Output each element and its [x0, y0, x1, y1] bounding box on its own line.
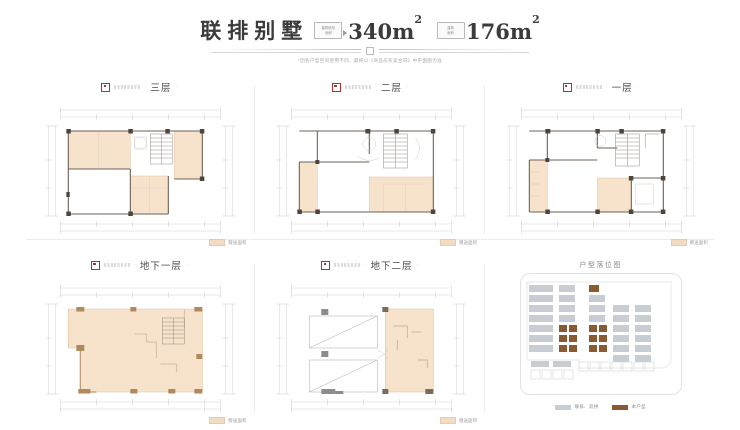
legend-swatch-bonus-area: [670, 239, 687, 246]
panel-floor-1[interactable]: · 一层 ·: [487, 72, 714, 248]
panel-header-floor-1: · 一层 ·: [487, 76, 714, 98]
usable-area-superscript: 2: [414, 13, 422, 27]
dot-separator-icon: ·: [416, 262, 419, 268]
built-area-value: 176m2: [466, 14, 540, 44]
dot-separator-icon: ·: [175, 84, 178, 90]
site-legend-item-current-unit: 本户型: [612, 404, 646, 410]
panel-header-basement-1: · 地下一层 ·: [26, 254, 253, 276]
brand-wordmark-icon: [344, 85, 371, 89]
panel-basement-2[interactable]: · 地下二层 ·: [257, 250, 486, 426]
panel-header-floor-2: · 二层 ·: [257, 76, 484, 98]
brand-wordmark-icon: [103, 263, 130, 267]
legend-label-bonus-area: 赠送面积: [228, 239, 247, 245]
panel-legend-basement-2: 赠送面积: [439, 417, 478, 424]
panel-basement-1[interactable]: · 地下一层 ·: [26, 250, 255, 426]
panel-title-floor-1: 一层: [611, 83, 633, 94]
site-plan-title: 户型落位图: [579, 262, 622, 269]
title-row: 联排别墅 建筑使用 面积 340m2 建筑 面积 176m2: [0, 8, 740, 42]
built-area-superscript: 2: [532, 13, 540, 27]
floorplan-drawing-basement-1[interactable]: [26, 276, 253, 426]
area-group-usable: 建筑使用 面积 340m2: [314, 14, 422, 44]
dot-separator-icon: ·: [144, 84, 147, 90]
legend-label-bonus-area: 赠送面积: [458, 239, 478, 245]
site-plan-legend: 联排、双拼 本户型: [487, 404, 714, 410]
site-legend-item-townhouse: 联排、双拼: [555, 404, 598, 410]
floorplan-grid: · 三层 ·: [26, 72, 714, 424]
usable-area-badge-line2: 面积: [324, 30, 332, 35]
divider-left-lines: [211, 49, 361, 53]
dot-separator-icon: ·: [185, 262, 188, 268]
page-title: 联排别墅: [200, 18, 309, 43]
built-area-badge-line1: 建筑: [447, 26, 455, 30]
divider-right-lines: [379, 49, 529, 53]
panel-floor-3[interactable]: · 三层 ·: [26, 72, 255, 248]
site-plan-map[interactable]: [519, 273, 682, 395]
divider-line-right: [379, 49, 529, 50]
panel-legend-floor-1: 赠送面积: [670, 239, 708, 246]
built-area-number: 176m: [466, 19, 533, 44]
panel-legend-basement-1: 赠送面积: [209, 417, 246, 424]
panel-floor-2[interactable]: · 二层 ·: [257, 72, 486, 248]
legend-swatch-bonus-area: [439, 417, 456, 424]
dot-separator-icon: ·: [406, 84, 408, 90]
legend-swatch-townhouse: [555, 404, 572, 410]
panel-title-basement-2: 地下二层: [370, 261, 413, 272]
dot-separator-icon: ·: [605, 84, 608, 90]
diamond-icon: [366, 47, 374, 55]
usable-area-value: 340m2: [348, 14, 422, 44]
legend-label-bonus-area: 赠送面积: [689, 239, 708, 245]
panel-header-basement-2: · 地下二层 ·: [257, 254, 484, 276]
floorplan-drawing-basement-2[interactable]: [257, 276, 484, 426]
panel-title-basement-1: 地下一层: [139, 261, 182, 272]
brand-logo-icon: [562, 82, 572, 92]
legend-label-bonus-area: 赠送面积: [458, 417, 478, 423]
legend-swatch-current-unit: [612, 404, 629, 410]
brand-wordmark-icon: [575, 85, 602, 89]
panel-divider: [484, 264, 486, 412]
legend-label-bonus-area: 赠送面积: [228, 417, 247, 423]
brand-logo-icon: [321, 260, 331, 270]
brand-wordmark-icon: [114, 85, 141, 89]
dot-separator-icon: ·: [636, 84, 639, 90]
legend-swatch-bonus-area: [439, 239, 456, 246]
legend-swatch-bonus-area: [209, 417, 226, 424]
panel-title-floor-3: 三层: [150, 83, 172, 94]
panel-divider: [484, 86, 486, 234]
legend-swatch-bonus-area: [209, 239, 226, 246]
floorplan-drawing-floor-3[interactable]: [26, 98, 253, 248]
dot-separator-icon: ·: [374, 84, 377, 90]
panel-divider: [253, 86, 255, 234]
built-area-badge: 建筑 面积: [437, 22, 465, 39]
usable-area-number: 340m: [348, 19, 415, 44]
divider-line-right-2: [379, 52, 529, 53]
legend-label-current-unit: 本户型: [631, 404, 646, 409]
floorplan-drawing-floor-1[interactable]: [487, 98, 714, 248]
area-group-built: 建筑 面积 176m2: [437, 14, 540, 44]
dot-separator-icon: ·: [133, 262, 136, 268]
panel-site-plan[interactable]: 户型落位图: [487, 250, 714, 430]
panel-legend-floor-3: 赠送面积: [209, 239, 246, 246]
page-header: 联排别墅 建筑使用 面积 340m2 建筑 面积 176m2: [0, 0, 740, 70]
brand-logo-icon: [331, 82, 341, 92]
panel-legend-floor-2: 赠送面积: [439, 239, 478, 246]
divider-line-left-2: [211, 52, 361, 53]
brand-wordmark-icon: [334, 263, 361, 267]
panel-header-floor-3: · 三层 ·: [26, 76, 253, 98]
floorplan-drawing-floor-2[interactable]: [257, 98, 484, 248]
dot-separator-icon: ·: [364, 262, 367, 268]
panel-divider: [253, 264, 255, 412]
row-divider: [26, 239, 714, 240]
arrow-right-icon: [343, 30, 348, 36]
legend-label-townhouse: 联排、双拼: [574, 404, 599, 409]
panel-title-floor-2: 二层: [380, 83, 402, 94]
usable-area-badge-line1: 建筑使用: [321, 26, 335, 30]
disclaimer-text: *因各户型空间使用不同，最终以《商品房买卖合同》中平面图为准: [297, 58, 442, 63]
brand-logo-icon: [101, 82, 111, 92]
decorative-divider: [0, 46, 740, 56]
divider-line-left: [211, 49, 361, 50]
usable-area-badge: 建筑使用 面积: [314, 22, 343, 39]
brand-logo-icon: [90, 260, 100, 270]
built-area-badge-line2: 面积: [447, 30, 455, 35]
